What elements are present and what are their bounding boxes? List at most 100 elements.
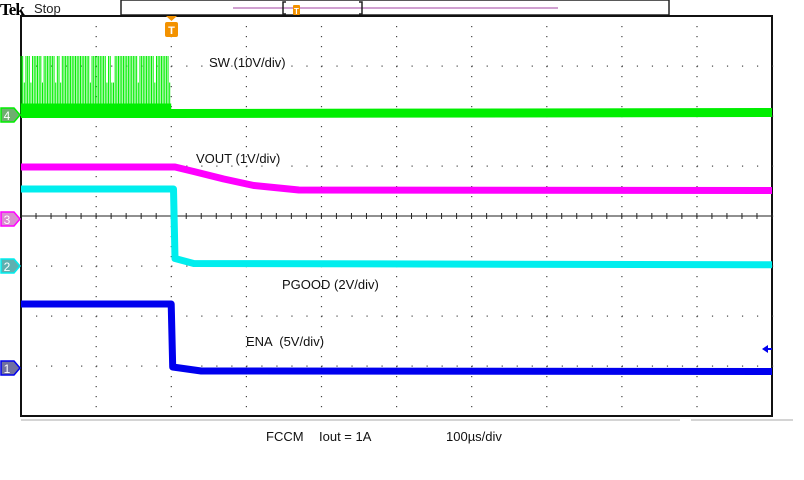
grid-dot — [366, 315, 368, 317]
grid-dot — [696, 346, 698, 348]
grid-dot — [396, 86, 398, 88]
grid-dot — [231, 165, 233, 167]
grid-dot — [36, 365, 38, 367]
grid-dot — [291, 65, 293, 67]
grid-dot — [231, 315, 233, 317]
grid-dot — [621, 276, 623, 278]
grid-dot — [366, 215, 368, 217]
grid-dot — [471, 386, 473, 388]
grid-dot — [411, 165, 413, 167]
grid-dot — [396, 356, 398, 358]
grid-dot — [471, 346, 473, 348]
grid-dot — [245, 356, 247, 358]
trigger-label: T — [168, 25, 175, 37]
grid-dot — [95, 206, 97, 208]
grid-dot — [441, 65, 443, 67]
grid-dot — [441, 315, 443, 317]
grid-dot — [546, 165, 548, 167]
grid-dot — [95, 56, 97, 58]
grid-dot — [546, 56, 548, 58]
channel-3-marker[interactable]: 3 — [0, 211, 21, 227]
grid-dot — [396, 236, 398, 238]
grid-dot — [306, 215, 308, 217]
grid-dot — [621, 376, 623, 378]
grid-dot — [246, 215, 248, 217]
grid-dot — [696, 36, 698, 38]
grid-dot — [156, 215, 158, 217]
grid-dot — [396, 336, 398, 338]
grid-dot — [741, 215, 744, 217]
grid-dot — [245, 236, 247, 238]
grid-dot — [246, 315, 248, 317]
channel-4-marker[interactable]: 4 — [0, 107, 21, 123]
grid-dot — [471, 146, 473, 148]
grid-dot — [606, 315, 608, 317]
grid-dot — [396, 386, 398, 388]
grid-dot — [396, 186, 398, 188]
grid-dot — [216, 65, 218, 67]
grid-dot — [351, 65, 353, 67]
grid-dot — [245, 386, 247, 388]
grid-dot — [320, 206, 323, 208]
grid-dot — [772, 65, 774, 67]
grid-dot — [576, 215, 578, 217]
grid-dot — [651, 165, 654, 167]
grid-dot — [696, 306, 698, 308]
channel-2-marker[interactable]: 2 — [0, 258, 21, 274]
grid-dot — [636, 165, 639, 167]
grid-dot — [696, 336, 698, 338]
grid-dot — [426, 165, 428, 167]
grid-dot — [396, 146, 398, 148]
grid-dot — [681, 165, 684, 167]
grid-dot — [336, 315, 338, 317]
grid-dot — [36, 265, 38, 267]
grid-dot — [95, 196, 97, 198]
grid-dot — [696, 196, 698, 198]
grid-dot — [320, 346, 323, 348]
channel-1-marker[interactable]: 1 — [0, 360, 21, 376]
grid-dot — [696, 76, 698, 78]
grid-dot — [546, 146, 548, 148]
grid-dot — [471, 246, 473, 248]
grid-dot — [471, 206, 473, 208]
grid-dot — [621, 256, 623, 258]
grid-dot — [351, 215, 353, 217]
grid-dot — [696, 26, 698, 28]
grid-dot — [471, 276, 473, 278]
grid-dot — [546, 256, 548, 258]
grid-dot — [95, 386, 97, 388]
grid-dot — [531, 65, 533, 67]
trigger-marker[interactable]: T — [165, 16, 178, 37]
grid-dot — [95, 96, 97, 98]
grid-dot — [486, 165, 488, 167]
grid-dot — [320, 406, 323, 408]
grid-dot — [546, 246, 548, 248]
grid-dot — [696, 176, 698, 178]
grid-dot — [471, 315, 473, 317]
grid-dot — [381, 215, 383, 217]
grid-dot — [291, 365, 293, 367]
grid-dot — [621, 76, 623, 78]
grid-dot — [696, 396, 698, 398]
grid-dot — [111, 65, 113, 67]
channel-number: 2 — [4, 260, 11, 274]
grid-dot — [396, 36, 398, 38]
grid-dot — [95, 256, 97, 258]
grid-dot — [245, 226, 247, 228]
grid-dot — [456, 165, 458, 167]
trigger-level-arrow-icon[interactable] — [762, 345, 772, 353]
grid-dot — [170, 386, 172, 388]
trace-vout — [21, 163, 773, 194]
grid-dot — [591, 65, 593, 67]
grid-dot — [696, 236, 698, 238]
grid-dot — [621, 86, 623, 88]
grid-dot — [621, 126, 623, 128]
grid-dot — [471, 96, 473, 98]
grid-dot — [141, 365, 143, 367]
grid-dot — [276, 215, 278, 217]
grid-dot — [95, 236, 97, 238]
grid-dot — [126, 315, 128, 317]
grid-dot — [396, 315, 398, 317]
grid-dot — [126, 365, 128, 367]
